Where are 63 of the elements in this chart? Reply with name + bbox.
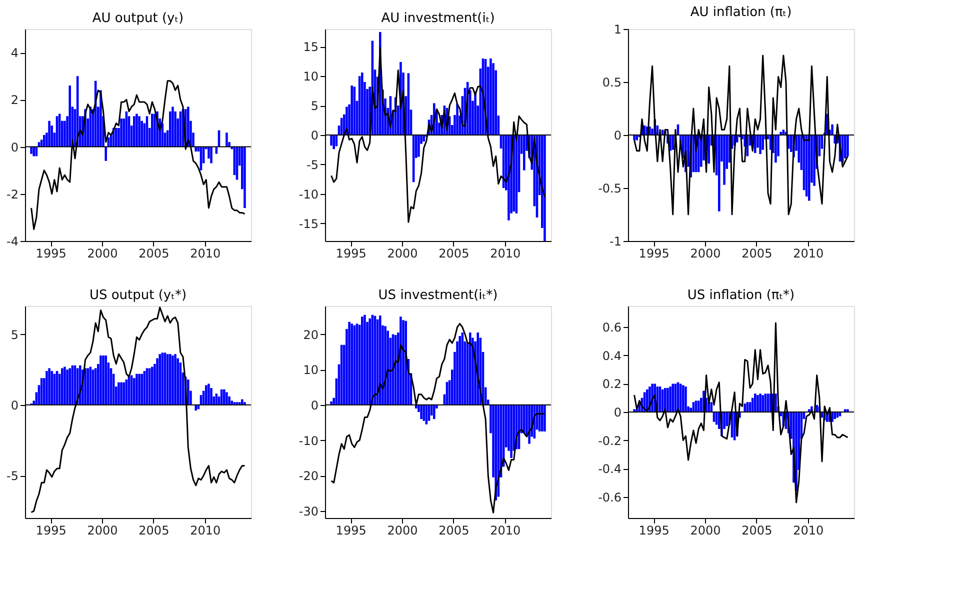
y-tick-label: 15 [303,40,318,54]
y-tick-label: -5 [6,469,18,484]
x-tick-label: 1995 [638,524,670,538]
x-tick-label: 2000 [387,246,418,260]
y-tick-label: -0.6 [598,490,622,504]
y-tick-label: 10 [303,363,318,378]
y-tick-label: -15 [298,216,318,231]
y-tick-label: -0.2 [598,434,622,448]
x-tick-label: 1995 [36,524,66,538]
y-tick-label: -10 [298,187,318,202]
x-tick-label: 2010 [490,246,521,260]
y-tick-label: 0 [614,406,622,420]
x-tick-label: 2005 [742,246,772,260]
y-tick-label: -0.5 [598,182,622,196]
y-tick-label: -4 [6,234,18,248]
x-tick-label: 2000 [387,524,418,538]
x-tick-label: 1995 [638,246,670,260]
x-tick-label: 1995 [36,246,66,260]
chart-title: US output (yₜ*) [89,288,187,303]
y-tick-label: 20 [303,328,318,342]
y-tick-label: 4 [10,46,18,60]
x-tick-label: 2005 [438,524,470,538]
y-tick-label: 5 [10,328,18,342]
y-tick-label: 0 [614,128,622,142]
y-tick-label: 10 [303,70,318,84]
x-tick-label: 1995 [336,524,366,538]
y-tick-label: -0.4 [598,462,622,476]
y-tick-label: 0.4 [602,348,622,363]
chart-title: US inflation (πₜ*) [687,288,795,303]
y-tick-label: 0.5 [602,76,622,90]
y-tick-label: -2 [6,187,18,202]
x-tick-label: 2000 [690,246,721,260]
x-tick-label: 2000 [690,524,721,538]
x-tick-label: 2005 [438,246,470,260]
y-tick-label: 1 [614,22,622,36]
x-tick-label: 2010 [793,524,824,538]
y-tick-label: 0.2 [602,377,622,392]
chart-title: AU output (yₜ) [92,11,184,26]
y-tick-label: -30 [298,504,318,518]
x-tick-label: 2005 [138,246,170,260]
y-tick-label: 0 [10,140,18,154]
y-tick-label: -20 [298,469,318,484]
y-tick-label: 0 [10,398,18,412]
y-tick-label: -5 [306,158,318,172]
x-tick-label: 2005 [742,524,772,538]
chart-title: AU investment(iₜ) [381,11,495,26]
x-tick-label: 2010 [793,246,824,260]
y-tick-label: -10 [298,434,318,448]
y-tick-label: -1 [610,234,622,248]
x-tick-label: 2010 [190,524,221,538]
y-tick-label: 2 [10,93,18,108]
x-tick-label: 2000 [87,246,118,260]
chart-title: US investment(iₜ*) [378,288,498,303]
x-tick-label: 1995 [336,246,366,260]
x-tick-label: 2000 [87,524,118,538]
x-tick-label: 2005 [138,524,170,538]
x-tick-label: 2010 [490,524,521,538]
x-tick-label: 2010 [190,246,221,260]
y-tick-label: 0 [310,398,318,412]
y-tick-label: 5 [310,99,318,114]
y-tick-label: 0.6 [602,320,622,335]
chart-title: AU inflation (πₜ) [690,5,792,20]
y-tick-label: 0 [310,128,318,142]
